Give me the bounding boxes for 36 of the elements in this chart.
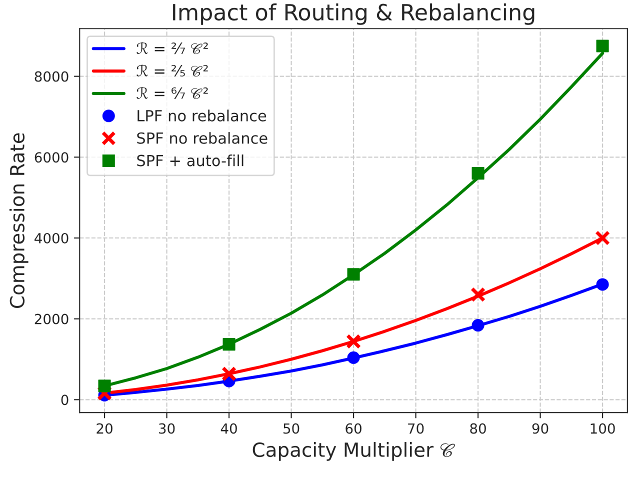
x-tick-label: 60 bbox=[346, 423, 362, 434]
point bbox=[96, 386, 112, 401]
x-tick-label: 90 bbox=[532, 423, 548, 434]
x-tick-label: 30 bbox=[159, 423, 175, 434]
y-tick-label: 8000 bbox=[34, 71, 68, 82]
x-tick-label: 80 bbox=[470, 423, 486, 434]
point bbox=[472, 167, 484, 180]
x-tick-label: 70 bbox=[408, 423, 424, 434]
legend-label: ℛ = ²⁄₇ 𝒞² bbox=[136, 42, 208, 54]
chart-title: Impact of Routing & Rebalancing bbox=[173, 3, 534, 25]
y-tick-label: 6000 bbox=[34, 152, 68, 163]
point bbox=[595, 230, 610, 246]
point bbox=[221, 366, 237, 382]
legend-label: ℛ = ⁶⁄₇ 𝒞² bbox=[136, 86, 208, 99]
point bbox=[346, 334, 362, 350]
y-tick-label: 2000 bbox=[34, 314, 68, 324]
point bbox=[596, 40, 609, 52]
legend-label: SPF no rebalance bbox=[137, 132, 268, 144]
y-axis-title: Compression Rate bbox=[9, 133, 28, 308]
point bbox=[347, 268, 360, 281]
point bbox=[347, 351, 360, 364]
legend-label: ℛ = ²⁄₅ 𝒞² bbox=[136, 64, 208, 77]
point bbox=[222, 338, 236, 351]
point bbox=[472, 319, 484, 332]
x-tick-label: 100 bbox=[590, 423, 615, 434]
x-tick-label: 50 bbox=[284, 423, 300, 434]
x-axis-title: Capacity Multiplier 𝒞 bbox=[252, 442, 455, 461]
point bbox=[98, 380, 111, 392]
legend-label: SPF + auto-fill bbox=[137, 154, 244, 166]
point bbox=[470, 287, 486, 302]
x-tick-label: 20 bbox=[96, 423, 112, 434]
x-tick-label: 40 bbox=[220, 423, 237, 434]
y-tick-label: 4000 bbox=[34, 232, 68, 244]
legend-label: LPF no rebalance bbox=[138, 110, 266, 122]
y-tick-label: 0 bbox=[61, 394, 68, 406]
point bbox=[596, 278, 609, 291]
